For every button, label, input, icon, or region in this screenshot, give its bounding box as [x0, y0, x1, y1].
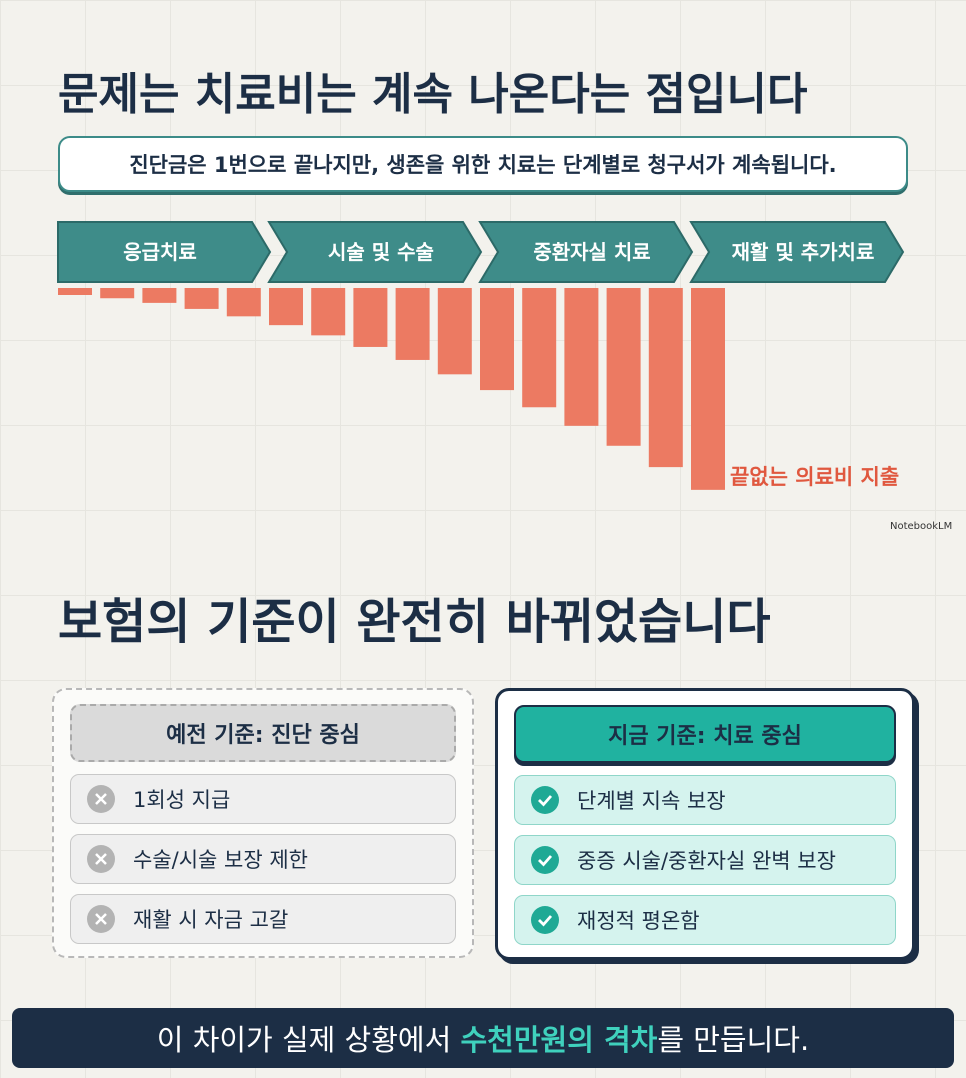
watermark: NotebookLM [890, 521, 953, 532]
cost-bar [480, 288, 514, 391]
footer: 이 차이가 실제 상황에서 수천만원의 격차 를 만듭니다. [12, 1008, 954, 1068]
subtitle: 진단금은 1번으로 끝나지만, 생존을 위한 치료는 단계별로 청구서가 계속됩… [58, 136, 908, 192]
cost-bar [522, 288, 557, 408]
cost-bar [564, 288, 599, 426]
footer-text: 를 만듭니다. [657, 1023, 810, 1057]
cost-bar [353, 288, 388, 347]
item-icon [531, 846, 559, 874]
stage-label: 재활 및 추가치료 [732, 240, 875, 264]
stage-arrow [478, 221, 694, 283]
item-icon [87, 845, 115, 873]
cost-bar [437, 288, 472, 375]
bar-label: 끝없는 의료비 지출 [730, 465, 899, 489]
cost-bar [184, 288, 219, 309]
list-item: 수술/시술 보장 제한 [70, 834, 456, 884]
cost-bar [226, 288, 261, 317]
list-item: 단계별 지속 보장 [514, 775, 896, 825]
footer-text: 이 차이가 실제 상황에서 [156, 1023, 461, 1057]
stage-label: 중환자실 치료 [533, 240, 650, 264]
cost-bar [691, 288, 725, 490]
cost-bar [395, 288, 430, 360]
stage-arrow [689, 221, 905, 283]
item-text: 중증 시술/중환자실 완벽 보장 [577, 849, 836, 873]
cost-bar [606, 288, 641, 446]
item-text: 수술/시술 보장 제한 [133, 848, 308, 872]
cost-bar [58, 288, 92, 295]
footer-highlight: 수천만원의 격차 [460, 1023, 658, 1057]
list-item: 재정적 평온함 [514, 895, 896, 945]
stage-label: 응급치료 [123, 240, 197, 264]
cost-bar [269, 288, 303, 326]
item-icon [531, 786, 559, 814]
cost-bar [100, 288, 135, 299]
item-text: 1회성 지급 [133, 788, 231, 812]
item-text: 단계별 지속 보장 [577, 789, 726, 813]
section-title: 보험의 기준이 완전히 바뀌었습니다 [58, 594, 771, 650]
item-text: 재활 시 자금 고갈 [133, 908, 289, 932]
stage-arrow [267, 221, 483, 283]
title: 문제는 치료비는 계속 나온다는 점입니다 [58, 69, 808, 120]
list-item: 중증 시술/중환자실 완벽 보장 [514, 835, 896, 885]
cost-bar [311, 288, 346, 336]
stage-arrow [57, 221, 272, 283]
stage-label: 시술 및 수술 [328, 240, 434, 264]
cost-bar [648, 288, 683, 468]
item-icon [87, 785, 115, 813]
list-item: 재활 시 자금 고갈 [70, 894, 456, 944]
old-header: 예전 기준: 진단 중심 [70, 704, 456, 762]
new-header: 지금 기준: 치료 중심 [514, 705, 896, 763]
item-text: 재정적 평온함 [577, 909, 700, 933]
item-icon [87, 905, 115, 933]
list-item: 1회성 지급 [70, 774, 456, 824]
item-icon [531, 906, 559, 934]
cost-bar [142, 288, 177, 303]
